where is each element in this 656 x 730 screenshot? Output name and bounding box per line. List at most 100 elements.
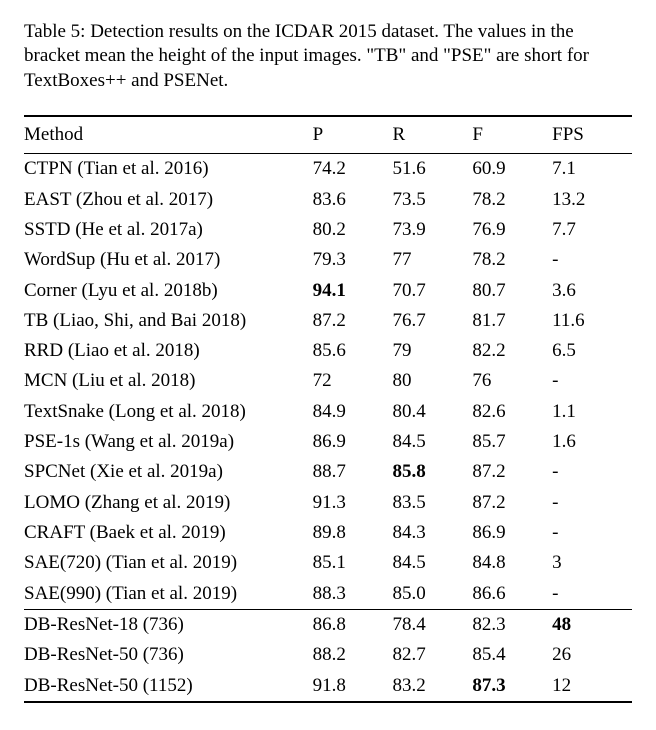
table-row: TB (Liao, Shi, and Bai 2018)87.276.781.7… [24,306,632,336]
cell-method: SAE(990) (Tian et al. 2019) [24,579,313,610]
cell-p: 89.8 [313,518,393,548]
cell-p: 83.6 [313,185,393,215]
cell-method: MCN (Liu et al. 2018) [24,366,313,396]
cell-method: EAST (Zhou et al. 2017) [24,185,313,215]
cell-p: 88.3 [313,579,393,610]
cell-f: 87.3 [472,671,552,702]
cell-method: DB-ResNet-50 (1152) [24,671,313,702]
table-row: CRAFT (Baek et al. 2019)89.884.386.9- [24,518,632,548]
cell-r: 85.8 [392,457,472,487]
cell-r: 84.5 [392,548,472,578]
cell-fps: 3.6 [552,276,632,306]
cell-fps: 1.6 [552,427,632,457]
cell-r: 84.5 [392,427,472,457]
results-table: Method P R F FPS CTPN (Tian et al. 2016)… [24,115,632,703]
table-row: SSTD (He et al. 2017a)80.273.976.97.7 [24,215,632,245]
cell-fps: 12 [552,671,632,702]
table-row: DB-ResNet-18 (736)86.878.482.348 [24,609,632,640]
table-row: Corner (Lyu et al. 2018b)94.170.780.73.6 [24,276,632,306]
cell-p: 91.3 [313,488,393,518]
cell-r: 73.5 [392,185,472,215]
cell-method: PSE-1s (Wang et al. 2019a) [24,427,313,457]
col-header-r: R [392,116,472,154]
cell-r: 82.7 [392,640,472,670]
cell-fps: 13.2 [552,185,632,215]
table-row: TextSnake (Long et al. 2018)84.980.482.6… [24,397,632,427]
cell-r: 83.2 [392,671,472,702]
cell-method: SAE(720) (Tian et al. 2019) [24,548,313,578]
table-row: LOMO (Zhang et al. 2019)91.383.587.2- [24,488,632,518]
cell-fps: 11.6 [552,306,632,336]
cell-fps: 1.1 [552,397,632,427]
cell-r: 80 [392,366,472,396]
cell-r: 79 [392,336,472,366]
cell-p: 88.2 [313,640,393,670]
cell-r: 70.7 [392,276,472,306]
cell-r: 84.3 [392,518,472,548]
cell-p: 74.2 [313,154,393,185]
cell-p: 79.3 [313,245,393,275]
cell-f: 82.6 [472,397,552,427]
cell-fps: - [552,245,632,275]
cell-f: 78.2 [472,245,552,275]
cell-f: 82.3 [472,609,552,640]
cell-f: 85.4 [472,640,552,670]
cell-f: 82.2 [472,336,552,366]
cell-p: 94.1 [313,276,393,306]
cell-f: 81.7 [472,306,552,336]
cell-r: 80.4 [392,397,472,427]
table-row: DB-ResNet-50 (1152)91.883.287.312 [24,671,632,702]
col-header-fps: FPS [552,116,632,154]
cell-f: 85.7 [472,427,552,457]
cell-method: WordSup (Hu et al. 2017) [24,245,313,275]
cell-f: 87.2 [472,488,552,518]
cell-fps: 6.5 [552,336,632,366]
cell-p: 86.9 [313,427,393,457]
cell-fps: - [552,366,632,396]
cell-f: 87.2 [472,457,552,487]
table-row: PSE-1s (Wang et al. 2019a)86.984.585.71.… [24,427,632,457]
cell-method: RRD (Liao et al. 2018) [24,336,313,366]
cell-p: 86.8 [313,609,393,640]
cell-r: 78.4 [392,609,472,640]
table-row: DB-ResNet-50 (736)88.282.785.426 [24,640,632,670]
col-header-f: F [472,116,552,154]
cell-fps: 3 [552,548,632,578]
table-row: RRD (Liao et al. 2018)85.67982.26.5 [24,336,632,366]
cell-fps: 7.7 [552,215,632,245]
cell-f: 60.9 [472,154,552,185]
cell-r: 83.5 [392,488,472,518]
table-caption: Table 5: Detection results on the ICDAR … [24,20,632,93]
cell-fps: - [552,457,632,487]
cell-f: 86.9 [472,518,552,548]
cell-r: 73.9 [392,215,472,245]
cell-method: DB-ResNet-18 (736) [24,609,313,640]
table-row: CTPN (Tian et al. 2016)74.251.660.97.1 [24,154,632,185]
cell-p: 87.2 [313,306,393,336]
cell-method: DB-ResNet-50 (736) [24,640,313,670]
cell-p: 91.8 [313,671,393,702]
cell-fps: 7.1 [552,154,632,185]
cell-method: TB (Liao, Shi, and Bai 2018) [24,306,313,336]
table-row: WordSup (Hu et al. 2017)79.37778.2- [24,245,632,275]
cell-method: SPCNet (Xie et al. 2019a) [24,457,313,487]
cell-fps: - [552,488,632,518]
cell-p: 72 [313,366,393,396]
cell-p: 85.1 [313,548,393,578]
cell-fps: 26 [552,640,632,670]
cell-f: 78.2 [472,185,552,215]
cell-r: 77 [392,245,472,275]
cell-f: 84.8 [472,548,552,578]
cell-p: 84.9 [313,397,393,427]
col-header-method: Method [24,116,313,154]
cell-fps: 48 [552,609,632,640]
cell-p: 80.2 [313,215,393,245]
table-header-row: Method P R F FPS [24,116,632,154]
cell-method: Corner (Lyu et al. 2018b) [24,276,313,306]
table-row: EAST (Zhou et al. 2017)83.673.578.213.2 [24,185,632,215]
table-row: SPCNet (Xie et al. 2019a)88.785.887.2- [24,457,632,487]
cell-method: LOMO (Zhang et al. 2019) [24,488,313,518]
cell-fps: - [552,518,632,548]
cell-p: 88.7 [313,457,393,487]
cell-method: TextSnake (Long et al. 2018) [24,397,313,427]
